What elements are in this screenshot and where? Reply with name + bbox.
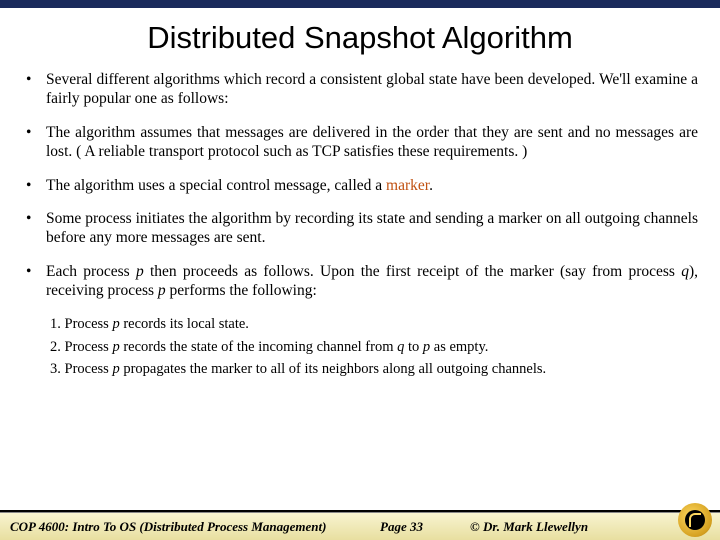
bullet-list: •Several different algorithms which reco… — [22, 70, 698, 300]
bullet-text: The algorithm assumes that messages are … — [46, 123, 698, 162]
footer-course: COP 4600: Intro To OS (Distributed Proce… — [10, 519, 326, 535]
footer-page: Page 33 — [380, 519, 423, 535]
step-item: 1. Process p records its local state. — [50, 314, 698, 334]
footer-author: © Dr. Mark Llewellyn — [470, 519, 588, 535]
footer-bar: COP 4600: Intro To OS (Distributed Proce… — [0, 512, 720, 540]
step-item: 2. Process p records the state of the in… — [50, 337, 698, 357]
footer-wrap: COP 4600: Intro To OS (Distributed Proce… — [0, 510, 720, 540]
top-bar — [0, 0, 720, 8]
ucf-logo-icon — [678, 503, 712, 537]
steps-list: 1. Process p records its local state. 2.… — [50, 314, 698, 379]
content-area: •Several different algorithms which reco… — [0, 70, 720, 379]
bullet-item: •The algorithm uses a special control me… — [22, 176, 698, 195]
bullet-text: The algorithm uses a special control mes… — [46, 176, 698, 195]
step-item: 3. Process p propagates the marker to al… — [50, 359, 698, 379]
bullet-item: •The algorithm assumes that messages are… — [22, 123, 698, 162]
bullet-text: Each process p then proceeds as follows.… — [46, 262, 698, 301]
bullet-text: Several different algorithms which recor… — [46, 70, 698, 109]
bullet-item: •Some process initiates the algorithm by… — [22, 209, 698, 248]
bullet-item: •Several different algorithms which reco… — [22, 70, 698, 109]
slide-title: Distributed Snapshot Algorithm — [0, 8, 720, 70]
bullet-item: •Each process p then proceeds as follows… — [22, 262, 698, 301]
bullet-text: Some process initiates the algorithm by … — [46, 209, 698, 248]
